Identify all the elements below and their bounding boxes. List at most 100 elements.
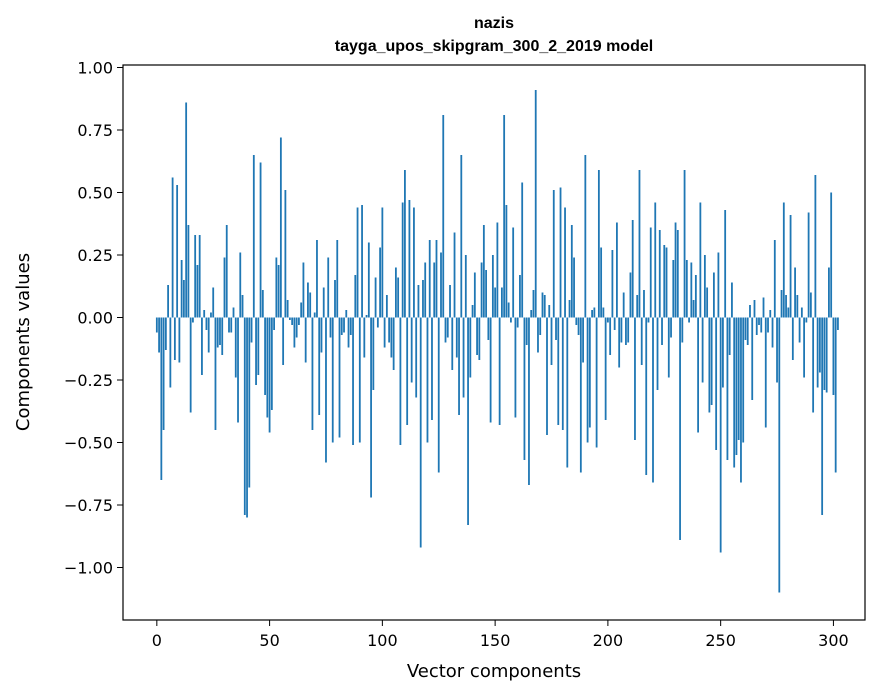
bar <box>356 207 359 318</box>
bar <box>257 317 260 375</box>
bar <box>778 317 781 593</box>
bar <box>155 317 158 333</box>
bar <box>374 277 377 318</box>
bar <box>798 317 801 343</box>
bar <box>749 305 751 318</box>
bar <box>710 317 713 405</box>
bar <box>424 262 427 318</box>
bar <box>331 317 334 443</box>
bar <box>322 287 325 318</box>
bar <box>523 317 526 460</box>
bar <box>821 317 824 515</box>
x-axis-label: Vector components <box>407 661 581 682</box>
bar <box>363 317 366 358</box>
bar <box>794 267 796 318</box>
bar <box>724 210 727 318</box>
bar <box>737 317 740 440</box>
bar <box>419 317 422 548</box>
bar <box>476 317 478 355</box>
bar <box>667 317 670 378</box>
bar <box>286 300 289 318</box>
bar <box>825 317 828 393</box>
bar <box>390 317 393 358</box>
bar <box>462 317 465 398</box>
y-axis-label: Components values <box>13 253 34 431</box>
bar <box>609 317 612 355</box>
bar <box>577 317 580 335</box>
bar <box>401 202 404 318</box>
bar <box>629 272 632 318</box>
bar <box>537 317 539 353</box>
bar <box>620 317 623 343</box>
bar <box>435 240 438 318</box>
bar <box>602 307 605 318</box>
bar <box>728 317 731 355</box>
bar <box>185 102 188 318</box>
bar <box>516 317 519 328</box>
bar <box>205 317 208 330</box>
y-tick-label: 0.00 <box>77 309 113 328</box>
plot-frame <box>122 64 866 621</box>
bar <box>219 317 221 345</box>
bar <box>449 285 451 318</box>
bar <box>234 317 237 378</box>
bar <box>471 305 474 318</box>
bar <box>643 290 645 318</box>
bar <box>383 317 386 348</box>
bar <box>658 230 661 318</box>
bar <box>753 300 756 318</box>
bar <box>252 155 255 318</box>
bar <box>372 317 375 390</box>
bar <box>404 170 406 318</box>
bar <box>162 317 165 430</box>
x-tick-label: 0 <box>152 631 162 650</box>
bar <box>158 317 160 353</box>
y-tick-label: 0.25 <box>77 246 113 265</box>
bar <box>726 317 729 460</box>
bar <box>178 317 181 363</box>
bar <box>307 282 309 318</box>
bar <box>780 290 783 318</box>
bar <box>636 295 639 318</box>
bar <box>679 317 681 540</box>
bar <box>311 317 314 430</box>
bar <box>268 317 271 433</box>
bar <box>647 317 650 323</box>
bar <box>719 317 722 553</box>
bar <box>338 317 341 438</box>
bar <box>210 312 212 318</box>
bar <box>548 305 551 318</box>
bar <box>561 317 564 430</box>
bar <box>814 175 817 318</box>
bar <box>223 257 226 318</box>
bar <box>575 317 578 325</box>
bar <box>570 225 573 318</box>
bar <box>316 240 318 318</box>
y-tick-label: −0.75 <box>64 496 113 515</box>
bar <box>284 190 287 318</box>
bar <box>241 295 244 318</box>
bar <box>180 260 183 318</box>
bar <box>579 317 582 473</box>
bar <box>800 307 803 318</box>
bar <box>309 292 312 318</box>
bar <box>708 317 711 413</box>
y-tick-label: −0.25 <box>64 371 113 390</box>
bar <box>451 317 454 370</box>
bar <box>189 317 192 413</box>
bar <box>789 215 792 318</box>
bar <box>164 317 167 350</box>
bar <box>740 317 742 483</box>
bar <box>546 317 548 435</box>
bar <box>616 222 618 318</box>
bar <box>460 155 463 318</box>
bar <box>361 205 363 318</box>
bar <box>582 317 584 363</box>
bar <box>485 270 487 318</box>
bar <box>397 277 400 318</box>
bar <box>203 310 206 318</box>
bar <box>830 192 833 318</box>
bar <box>467 317 469 525</box>
bar <box>232 307 235 318</box>
y-axis-ticks: 1.00 0.75 0.50 0.25 0.00 −0.25 −0.50 −0.75 −1.00 <box>64 59 123 578</box>
